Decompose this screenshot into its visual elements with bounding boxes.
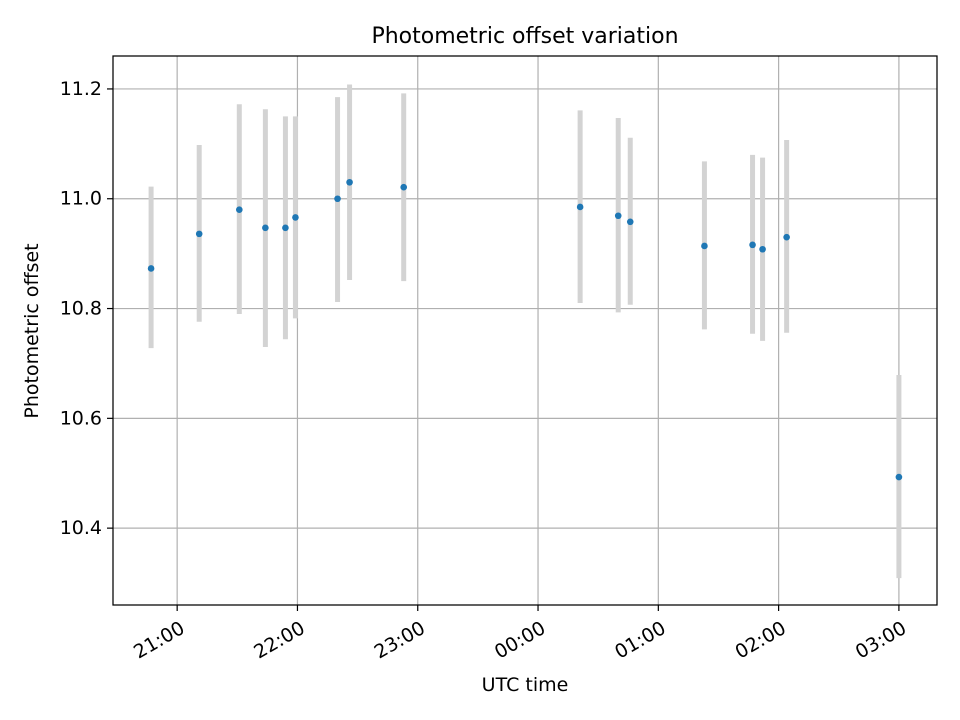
data-point: [236, 206, 243, 214]
x-axis-ticks: 21:00 22:00 23:00 00:00 01:00 02:00 03:00: [130, 605, 910, 663]
x-tick-label: 02:00: [731, 617, 789, 663]
x-tick-label: 21:00: [130, 617, 188, 663]
data-point: [195, 230, 203, 238]
data-point: [895, 473, 903, 481]
y-axis-ticks: 10.4 10.6 10.8 11.0 11.2: [60, 78, 113, 539]
y-tick-label: 11.0: [60, 188, 102, 210]
y-tick-label: 10.4: [60, 517, 102, 539]
y-axis-label: Photometric offset: [21, 243, 43, 418]
plot-frame: [112, 55, 938, 606]
data-point: [783, 233, 790, 241]
data-point: [346, 178, 353, 186]
data-point: [400, 183, 408, 191]
x-axis-label: UTC time: [482, 674, 569, 696]
y-tick-label: 10.6: [60, 407, 102, 429]
data-point: [759, 245, 766, 253]
x-tick-label: 22:00: [250, 617, 308, 663]
data-point: [334, 195, 341, 203]
y-tick-label: 11.2: [60, 78, 102, 100]
data-point: [262, 224, 269, 232]
error-bars: [148, 84, 902, 579]
data-point: [292, 214, 299, 221]
x-tick-label: 23:00: [371, 617, 429, 663]
data-point: [626, 218, 634, 226]
y-tick-label: 10.8: [60, 298, 102, 320]
data-point: [282, 224, 289, 232]
x-tick-label: 01:00: [611, 617, 669, 663]
data-point: [147, 265, 155, 272]
data-points: [147, 178, 903, 481]
data-point: [614, 212, 622, 220]
data-point: [576, 203, 584, 211]
chart-title: Photometric offset variation: [371, 24, 678, 49]
data-point: [701, 242, 708, 250]
x-tick-label: 00:00: [491, 617, 549, 663]
grid-lines: [113, 56, 937, 605]
data-point: [749, 241, 756, 249]
x-tick-label: 03:00: [852, 617, 910, 663]
